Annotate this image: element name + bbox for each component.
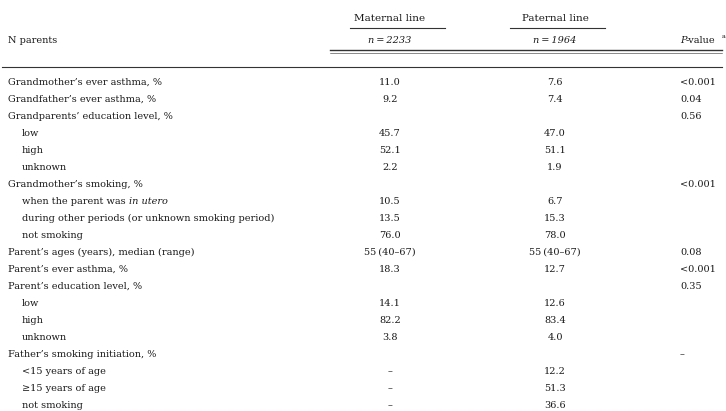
Text: 76.0: 76.0 xyxy=(379,231,401,240)
Text: –: – xyxy=(388,367,393,376)
Text: Grandparents’ education level, %: Grandparents’ education level, % xyxy=(8,112,173,121)
Text: 15.3: 15.3 xyxy=(544,214,566,223)
Text: 52.1: 52.1 xyxy=(379,146,401,155)
Text: N parents: N parents xyxy=(8,36,57,45)
Text: 0.56: 0.56 xyxy=(680,112,701,121)
Text: P: P xyxy=(680,36,687,45)
Text: 82.2: 82.2 xyxy=(379,316,401,325)
Text: 55 (40–67): 55 (40–67) xyxy=(364,248,416,257)
Text: Parent’s ever asthma, %: Parent’s ever asthma, % xyxy=(8,265,128,274)
Text: 1.9: 1.9 xyxy=(547,163,563,172)
Text: 18.3: 18.3 xyxy=(379,265,401,274)
Text: during other periods (or unknown smoking period): during other periods (or unknown smoking… xyxy=(22,214,274,223)
Text: Paternal line: Paternal line xyxy=(521,14,589,23)
Text: 78.0: 78.0 xyxy=(544,231,566,240)
Text: 83.4: 83.4 xyxy=(544,316,566,325)
Text: 47.0: 47.0 xyxy=(544,129,566,138)
Text: 7.4: 7.4 xyxy=(547,95,563,104)
Text: –: – xyxy=(388,401,393,410)
Text: 13.5: 13.5 xyxy=(379,214,401,223)
Text: low: low xyxy=(22,299,39,308)
Text: Parent’s education level, %: Parent’s education level, % xyxy=(8,282,142,291)
Text: Maternal line: Maternal line xyxy=(354,14,425,23)
Text: 7.6: 7.6 xyxy=(547,78,563,87)
Text: 3.8: 3.8 xyxy=(383,333,398,342)
Text: high: high xyxy=(22,316,44,325)
Text: Grandmother’s ever asthma, %: Grandmother’s ever asthma, % xyxy=(8,78,162,87)
Text: 6.7: 6.7 xyxy=(547,197,563,206)
Text: not smoking: not smoking xyxy=(22,231,83,240)
Text: 12.7: 12.7 xyxy=(544,265,566,274)
Text: not smoking: not smoking xyxy=(22,401,83,410)
Text: –: – xyxy=(680,350,685,359)
Text: when the parent was: when the parent was xyxy=(22,197,129,206)
Text: 12.6: 12.6 xyxy=(544,299,566,308)
Text: Father’s smoking initiation, %: Father’s smoking initiation, % xyxy=(8,350,156,359)
Text: 0.04: 0.04 xyxy=(680,95,701,104)
Text: 51.1: 51.1 xyxy=(544,146,566,155)
Text: <0.001: <0.001 xyxy=(680,180,716,189)
Text: low: low xyxy=(22,129,39,138)
Text: 9.2: 9.2 xyxy=(383,95,398,104)
Text: a: a xyxy=(722,34,726,39)
Text: <15 years of age: <15 years of age xyxy=(22,367,106,376)
Text: 0.08: 0.08 xyxy=(680,248,701,257)
Text: n = 1964: n = 1964 xyxy=(534,36,576,45)
Text: 0.35: 0.35 xyxy=(680,282,701,291)
Text: –: – xyxy=(388,384,393,393)
Text: Grandfather’s ever asthma, %: Grandfather’s ever asthma, % xyxy=(8,95,156,104)
Text: 11.0: 11.0 xyxy=(379,78,401,87)
Text: ≥15 years of age: ≥15 years of age xyxy=(22,384,106,393)
Text: -value: -value xyxy=(686,36,716,45)
Text: n = 2233: n = 2233 xyxy=(368,36,412,45)
Text: unknown: unknown xyxy=(22,333,67,342)
Text: 12.2: 12.2 xyxy=(544,367,566,376)
Text: 2.2: 2.2 xyxy=(382,163,398,172)
Text: 10.5: 10.5 xyxy=(379,197,401,206)
Text: 51.3: 51.3 xyxy=(544,384,566,393)
Text: 36.6: 36.6 xyxy=(544,401,566,410)
Text: in utero: in utero xyxy=(129,197,168,206)
Text: <0.001: <0.001 xyxy=(680,78,716,87)
Text: <0.001: <0.001 xyxy=(680,265,716,274)
Text: unknown: unknown xyxy=(22,163,67,172)
Text: Parent’s ages (years), median (range): Parent’s ages (years), median (range) xyxy=(8,248,195,257)
Text: high: high xyxy=(22,146,44,155)
Text: 4.0: 4.0 xyxy=(547,333,563,342)
Text: 14.1: 14.1 xyxy=(379,299,401,308)
Text: Grandmother’s smoking, %: Grandmother’s smoking, % xyxy=(8,180,143,189)
Text: 55 (40–67): 55 (40–67) xyxy=(529,248,581,257)
Text: 45.7: 45.7 xyxy=(379,129,401,138)
